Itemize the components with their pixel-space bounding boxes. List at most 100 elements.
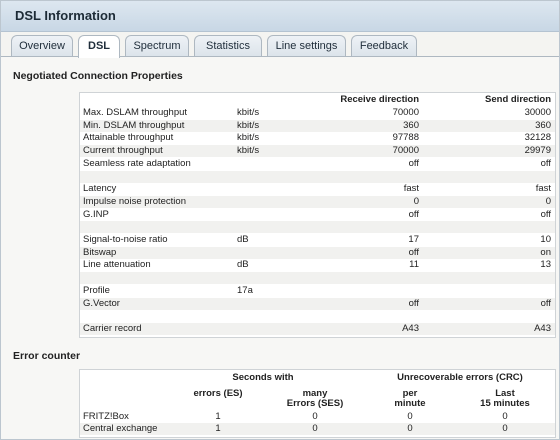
tab-dsl[interactable]: DSL [78,35,120,58]
table-row: G.Vector off off [80,297,555,310]
error-row-fritzbox: FRITZ!Box 1 0 0 0 [80,411,555,423]
row-label: Impulse noise protection [83,195,186,207]
row-unit: kbit/s [237,145,260,157]
error-per-minute-value: 0 [407,423,413,434]
row-send-value: A43 [534,322,551,334]
row-send-value: fast [535,183,551,195]
header-seconds-with: Seconds with [232,372,294,383]
section-title-negotiated: Negotiated Connection Properties [13,70,183,82]
header-unrecoverable-errors: Unrecoverable errors (CRC) [397,372,523,383]
table-row: G.INP off off [80,209,555,221]
error-ses-value: 0 [312,423,318,434]
table-row: Min. DSLAM throughput kbit/s 360 360 [80,119,555,132]
row-send-value: off [540,208,551,220]
row-label: G.Vector [83,297,120,309]
header-per-minute-line1: per [402,388,418,399]
tab-overview[interactable]: Overview [11,35,73,57]
row-label: Latency [83,183,117,195]
row-receive-value: 0 [413,195,419,207]
row-unit: kbit/s [237,107,260,118]
row-receive-value: off [408,208,419,220]
row-receive-value: off [408,297,419,309]
table-row: Bitswap off on [80,246,555,259]
row-label: G.INP [83,208,109,220]
error-last-15-value: 0 [502,423,508,434]
error-row-label: FRITZ!Box [83,411,129,422]
row-label: Line attenuation [83,259,151,271]
row-send-value: 13 [540,259,551,271]
row-send-value: 29979 [524,145,551,157]
table-row: Current throughput kbit/s 70000 29979 [80,145,555,158]
header-send-direction: Send direction [485,94,551,105]
row-receive-value: off [408,246,419,258]
title-bar: DSL Information [1,1,559,32]
table-row [80,221,555,234]
row-label: Signal-to-noise ratio [83,234,168,245]
row-label: Current throughput [83,145,163,157]
row-receive-value: 17 [408,234,419,245]
error-counter-table: Seconds with Unrecoverable errors (CRC) … [79,369,556,438]
table-row: Profile 17a [80,285,555,297]
tab-statistics[interactable]: Statistics [194,35,262,57]
table-row [80,310,555,322]
window-title: DSL Information [15,8,116,23]
row-send-value: 32128 [524,132,551,144]
error-es-value: 1 [215,423,221,434]
row-send-value: 10 [540,234,551,245]
row-receive-value: 360 [403,119,419,131]
error-per-minute-value: 0 [407,411,413,422]
error-row-label: Central exchange [83,423,158,434]
connection-properties-table: Receive direction Send direction Max. DS… [79,92,556,338]
row-unit: 17a [237,284,253,296]
header-ses-line1: many [302,388,328,399]
tab-divider [1,56,559,57]
row-send-value: 0 [545,195,551,207]
error-ses-value: 0 [312,411,318,422]
error-es-value: 1 [215,411,221,422]
table-row: Line attenuation dB 11 13 [80,259,555,271]
row-label: Max. DSLAM throughput [83,107,188,118]
row-receive-value: fast [403,183,419,195]
tab-line-settings[interactable]: Line settings [267,35,346,57]
row-unit: dB [237,234,249,245]
table-header-row: Receive direction Send direction [80,94,555,106]
table-row: Seamless rate adaptation off off [80,158,555,170]
error-row-central-exchange: Central exchange 1 0 0 0 [80,423,555,435]
tab-feedback[interactable]: Feedback [351,35,417,57]
table-row: Latency fast fast [80,183,555,195]
row-label: Seamless rate adaptation [83,157,191,169]
row-send-value: off [540,297,551,309]
row-receive-value: 11 [409,259,419,271]
row-label: Carrier record [83,322,142,334]
header-receive-direction: Receive direction [340,94,419,105]
row-send-value: 30000 [524,107,551,118]
row-unit: dB [237,259,249,271]
table-row [80,170,555,183]
error-last-15-value: 0 [502,411,508,422]
row-send-value: on [540,246,551,258]
table-row: Max. DSLAM throughput kbit/s 70000 30000 [80,107,555,119]
table-row: Impulse noise protection 0 0 [80,195,555,208]
row-label: Min. DSLAM throughput [83,119,185,131]
table-row: Attainable throughput kbit/s 97788 32128 [80,132,555,144]
header-per-minute-line2: minute [394,398,426,409]
row-send-value: 360 [535,119,551,131]
row-label: Profile [83,284,110,296]
row-receive-value: 70000 [392,107,419,118]
row-unit: kbit/s [237,119,260,131]
row-receive-value: 97788 [392,132,419,144]
row-unit: kbit/s [237,132,260,144]
table-row: Carrier record A43 A43 [80,322,555,335]
tab-spectrum[interactable]: Spectrum [125,35,189,57]
section-title-error-counter: Error counter [13,350,81,362]
header-ses-line2: Errors (SES) [286,398,344,409]
row-receive-value: off [408,157,419,169]
table-row [80,272,555,285]
header-errors-es: errors (ES) [193,388,243,399]
table-row: Signal-to-noise ratio dB 17 10 [80,234,555,246]
row-label: Bitswap [83,246,117,258]
row-receive-value: A43 [402,322,419,334]
row-receive-value: 70000 [392,145,419,157]
header-last-15-line2: 15 minutes [480,398,530,409]
